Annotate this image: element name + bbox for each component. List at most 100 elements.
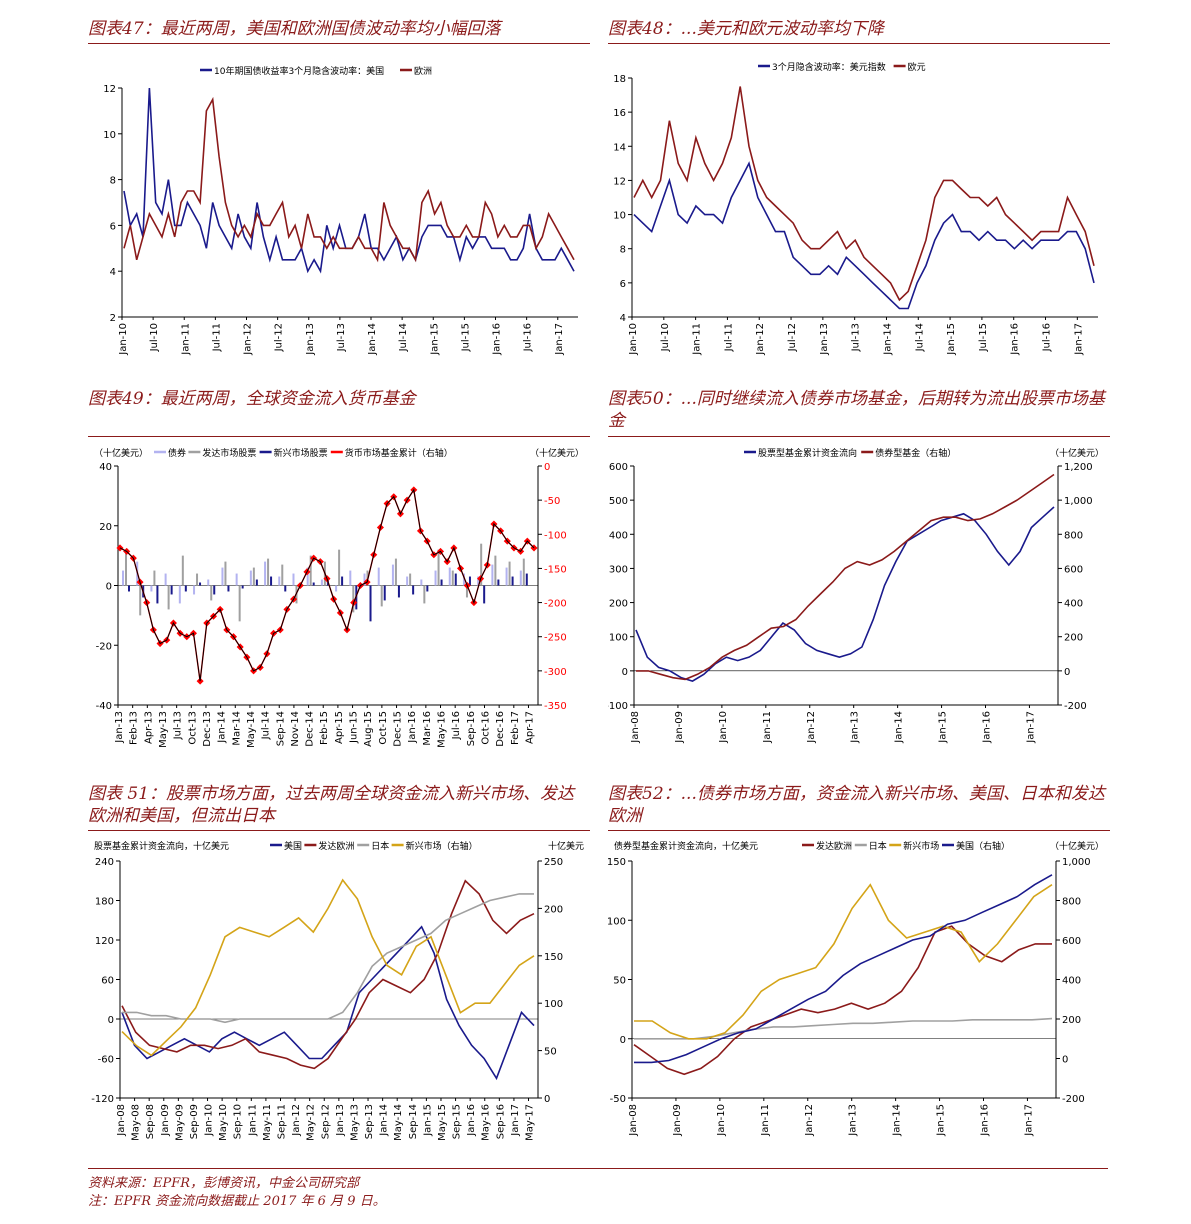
- x-tick-label: Jul-12: [787, 323, 798, 352]
- x-tick-label: Jan-14: [367, 323, 378, 356]
- series-line-2: [634, 883, 1053, 1040]
- y2-tick-label: 400: [1064, 599, 1083, 610]
- series-line-0: [633, 925, 1052, 1076]
- bar-developed-equity: [338, 549, 341, 586]
- y2-tick-label: -200: [544, 599, 567, 610]
- bar-bond: [193, 585, 196, 595]
- y-tick-label: 0: [106, 582, 112, 593]
- x-tick-label: Mar-14: [231, 711, 242, 746]
- legend-label: 新兴市场（右轴）: [406, 840, 478, 852]
- bar-em-equity: [341, 576, 344, 586]
- x-tick-label: Jan-14: [882, 323, 893, 356]
- y2-tick-label: 0: [1062, 1055, 1068, 1066]
- chart-title-49: 图表49：最近两周，全球资金流入货币基金: [88, 389, 416, 409]
- x-tick-label: Oct-15: [378, 711, 389, 745]
- legend-label: 日本: [371, 840, 389, 852]
- x-tick-label: Jan-08: [628, 1104, 639, 1137]
- bar-bond: [249, 570, 252, 586]
- bar-bond: [462, 573, 465, 586]
- bar-developed-equity: [409, 573, 412, 586]
- bar-bond: [235, 573, 238, 586]
- x-tick-label: Sep-08: [145, 1104, 156, 1139]
- y-tick-label: 100: [609, 633, 628, 644]
- x-tick-label: Jan-09: [672, 1104, 683, 1137]
- x-tick-label: Sep-14: [275, 711, 286, 746]
- bar-em-equity: [184, 585, 187, 592]
- y2-tick-label: 0: [1064, 667, 1070, 678]
- bar-developed-equity: [125, 549, 127, 586]
- y2-tick-label: 800: [1064, 530, 1083, 541]
- y-tick-label: 300: [609, 564, 628, 575]
- y-tick-label: 50: [613, 976, 626, 987]
- x-tick-label: Jul-11: [211, 323, 222, 352]
- x-tick-label: Jan-15: [422, 1104, 433, 1137]
- bar-bond: [448, 567, 451, 586]
- x-tick-label: Jan-16: [1010, 323, 1021, 356]
- chart-51: -120 -60 0 60 120 180 240 0 50 100 150 200 250 Jan-08…: [91, 840, 584, 1141]
- x-tick-label: Aug-15: [363, 711, 374, 747]
- x-tick-label: Jan-14: [217, 711, 228, 744]
- y-tick-label: -60: [98, 1055, 114, 1066]
- y2-tick-label: 0: [544, 462, 550, 473]
- bar-bond: [377, 567, 380, 586]
- bar-bond: [349, 570, 352, 586]
- y-tick-label: 150: [608, 857, 626, 868]
- chart-title-47: 图表47：最近两周，美国和欧洲国债波动率均小幅回落: [88, 19, 501, 39]
- bar-em-equity: [128, 585, 130, 592]
- bar-bond: [178, 585, 181, 604]
- x-tick-label: Dec-13: [202, 711, 213, 747]
- x-tick-label: Sep-14: [408, 1104, 419, 1139]
- series-line-1: [633, 86, 1095, 302]
- y-tick-label: -120: [91, 1094, 114, 1105]
- bar-em-equity: [270, 576, 273, 586]
- x-tick-label: Jan-13: [305, 323, 316, 356]
- bar-developed-equity: [508, 561, 511, 586]
- series-line-0: [633, 161, 1095, 310]
- y2-tick-label: 150: [544, 952, 563, 963]
- bar-developed-equity: [167, 585, 170, 610]
- y2-tick-label: 200: [1064, 633, 1083, 644]
- bar-developed-equity: [224, 561, 227, 586]
- bar-bond: [221, 567, 224, 586]
- x-tick-label: Feb-15: [319, 711, 330, 745]
- x-tick-label: May-17: [525, 1104, 536, 1141]
- chart-title-48: 图表48：...美元和欧元波动率均下降: [608, 19, 884, 39]
- x-tick-label: May-16: [437, 711, 448, 748]
- footer-source: 资料来源：EPFR，彭博资讯，中金公司研究部: [88, 1176, 360, 1191]
- series-line-0: [123, 87, 575, 274]
- y-tick-label: 14: [613, 142, 626, 153]
- y2-tick-label: 400: [1062, 976, 1081, 987]
- x-tick-label: Jul-14: [261, 711, 272, 740]
- x-tick-label: Jan-15: [938, 711, 949, 744]
- x-tick-label: Jul-13: [173, 711, 184, 740]
- y-tick-label: 0: [108, 1015, 114, 1026]
- bar-developed-equity: [394, 558, 397, 586]
- x-tick-label: Jan-13: [848, 1104, 859, 1137]
- x-tick-label: Jan-10: [204, 1104, 215, 1137]
- legend-label: 股票型基金累计资金流向: [758, 447, 857, 459]
- x-tick-label: Jul-12: [274, 323, 285, 352]
- bar-developed-equity: [309, 555, 312, 586]
- x-tick-label: Jan-09: [160, 1104, 171, 1137]
- x-tick-label: Jan-09: [674, 711, 685, 744]
- x-tick-label: Jan-12: [806, 711, 817, 744]
- chart-47: 2 4 6 8 10 12 Jan-10 Jul-10 Jan-11 Jul-11 Jan-12 Ju…: [103, 65, 578, 356]
- bar-bond: [505, 567, 508, 586]
- x-tick-label: Jul-11: [723, 323, 734, 352]
- x-tick-label: Dec-14: [305, 711, 316, 747]
- right-axis-unit: （十亿美元）: [1050, 447, 1104, 459]
- chart-49: -40-2002040-350-300-250-200-150-100-500J…: [94, 447, 584, 748]
- x-tick-label: Jan-08: [116, 1104, 127, 1137]
- x-tick-label: Jul-16: [451, 711, 462, 740]
- x-tick-label: Jan-16: [466, 1104, 477, 1137]
- bar-bond: [122, 570, 124, 586]
- series-line-1: [123, 96, 575, 263]
- bar-em-equity: [227, 585, 230, 592]
- x-tick-label: Jul-10: [660, 323, 671, 352]
- x-tick-label: Sep-09: [189, 1104, 200, 1139]
- x-tick-label: Jul-16: [523, 323, 534, 352]
- bar-bond: [264, 561, 267, 586]
- x-tick-label: Apr-13: [143, 711, 154, 744]
- bar-em-equity: [397, 585, 400, 598]
- x-tick-label: Jan-17: [554, 323, 565, 356]
